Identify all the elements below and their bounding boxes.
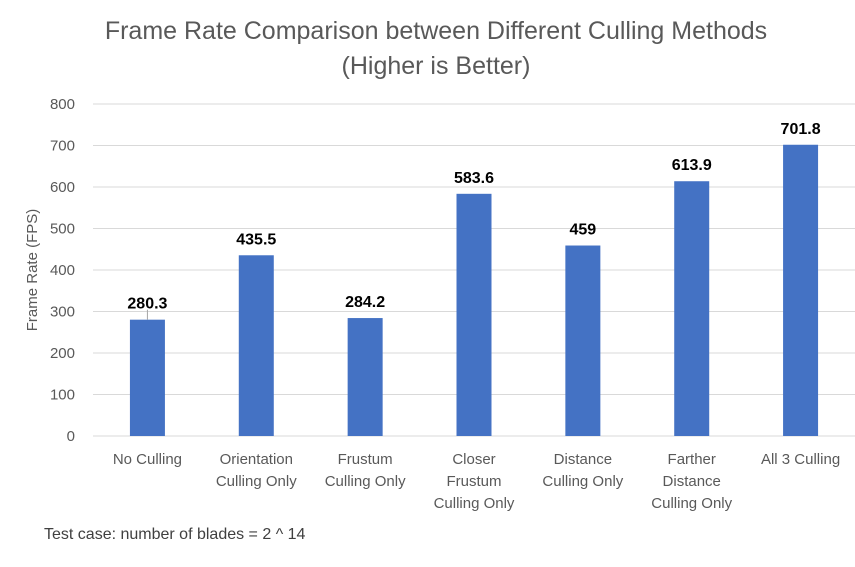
y-tick-label: 800 (50, 96, 75, 113)
x-axis-categories: No Culling Orientation Culling Only Frustum… (113, 451, 840, 512)
x-category-label: Culling Only (325, 473, 406, 490)
x-category-label: Culling Only (216, 473, 297, 490)
bar (783, 144, 819, 437)
bars (129, 144, 819, 437)
x-category-label: Frustum (446, 473, 501, 490)
y-tick-label: 100 (50, 387, 75, 404)
y-tick-label: 0 (67, 428, 75, 445)
y-tick-label: 200 (50, 345, 75, 362)
y-tick-label: 300 (50, 304, 75, 321)
data-labels: 280.3 435.5 284.2 583.6 459 613.9 701.8 (127, 121, 821, 320)
y-axis-ticks: 0 100 200 300 400 500 600 700 800 (50, 96, 75, 445)
bar (674, 181, 710, 436)
data-label: 583.6 (454, 170, 494, 187)
data-label: 701.8 (781, 121, 821, 138)
y-tick-label: 400 (50, 262, 75, 279)
x-category-label: Frustum (338, 451, 393, 468)
data-label: 613.9 (672, 157, 712, 174)
y-tick-label: 600 (50, 179, 75, 196)
x-category-label: Closer (452, 451, 495, 468)
data-label: 459 (570, 222, 597, 239)
x-category-label: No Culling (113, 451, 182, 468)
x-category-label: Culling Only (542, 473, 623, 490)
bar (347, 318, 383, 436)
x-category-label: Culling Only (434, 495, 515, 512)
x-category-label: Culling Only (651, 495, 732, 512)
y-tick-label: 500 (50, 221, 75, 238)
data-label: 280.3 (127, 296, 167, 313)
data-label: 284.2 (345, 294, 385, 311)
x-category-label: All 3 Culling (761, 451, 840, 468)
y-axis-title: Frame Rate (FPS) (24, 209, 41, 332)
footnote: Test case: number of blades = 2 ^ 14 (44, 526, 306, 543)
data-label: 435.5 (236, 231, 276, 248)
x-category-label: Distance (663, 473, 721, 490)
bar (238, 255, 274, 436)
chart-title: Frame Rate Comparison between Different … (105, 17, 767, 45)
chart-subtitle: (Higher is Better) (342, 52, 531, 80)
bar (129, 319, 165, 436)
x-category-label: Farther (668, 451, 716, 468)
y-tick-label: 700 (50, 138, 75, 155)
bar (565, 245, 601, 436)
x-category-label: Orientation (220, 451, 293, 468)
x-category-label: Distance (554, 451, 612, 468)
bar (456, 193, 492, 436)
